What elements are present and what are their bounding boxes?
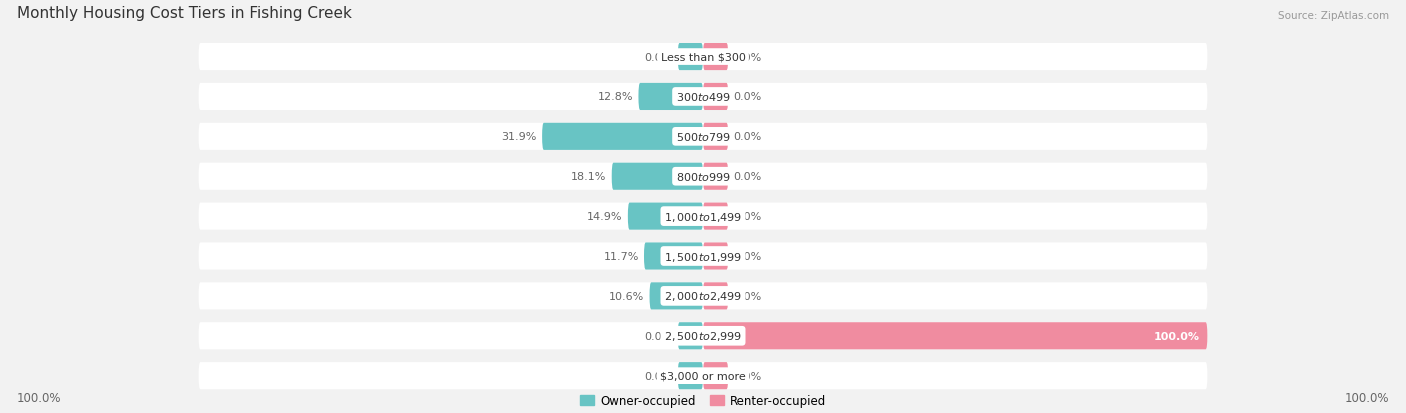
Text: 100.0%: 100.0% [1154, 331, 1199, 341]
Text: $2,000 to $2,499: $2,000 to $2,499 [664, 290, 742, 303]
Text: 12.8%: 12.8% [598, 92, 633, 102]
Text: 0.0%: 0.0% [644, 52, 672, 62]
Text: 18.1%: 18.1% [571, 172, 606, 182]
FancyBboxPatch shape [198, 282, 1208, 310]
Text: 0.0%: 0.0% [734, 132, 762, 142]
FancyBboxPatch shape [198, 123, 1208, 150]
Text: 0.0%: 0.0% [644, 371, 672, 381]
FancyBboxPatch shape [703, 323, 1208, 349]
FancyBboxPatch shape [198, 163, 1208, 190]
FancyBboxPatch shape [703, 84, 728, 111]
FancyBboxPatch shape [198, 84, 1208, 111]
Text: 0.0%: 0.0% [734, 92, 762, 102]
Text: 0.0%: 0.0% [734, 371, 762, 381]
FancyBboxPatch shape [198, 243, 1208, 270]
FancyBboxPatch shape [703, 163, 728, 190]
Text: Less than $300: Less than $300 [661, 52, 745, 62]
FancyBboxPatch shape [650, 282, 703, 310]
Text: $800 to $999: $800 to $999 [675, 171, 731, 183]
FancyBboxPatch shape [628, 203, 703, 230]
FancyBboxPatch shape [198, 44, 1208, 71]
Text: 0.0%: 0.0% [644, 331, 672, 341]
FancyBboxPatch shape [198, 323, 1208, 349]
Text: 14.9%: 14.9% [588, 211, 623, 222]
FancyBboxPatch shape [198, 362, 1208, 389]
Text: $1,500 to $1,999: $1,500 to $1,999 [664, 250, 742, 263]
Text: 0.0%: 0.0% [734, 252, 762, 261]
Text: 10.6%: 10.6% [609, 291, 644, 301]
Text: 11.7%: 11.7% [603, 252, 638, 261]
Text: Source: ZipAtlas.com: Source: ZipAtlas.com [1278, 11, 1389, 21]
FancyBboxPatch shape [638, 84, 703, 111]
FancyBboxPatch shape [543, 123, 703, 150]
Legend: Owner-occupied, Renter-occupied: Owner-occupied, Renter-occupied [579, 394, 827, 407]
FancyBboxPatch shape [703, 44, 728, 71]
Text: Monthly Housing Cost Tiers in Fishing Creek: Monthly Housing Cost Tiers in Fishing Cr… [17, 6, 352, 21]
FancyBboxPatch shape [703, 123, 728, 150]
FancyBboxPatch shape [644, 243, 703, 270]
Text: $3,000 or more: $3,000 or more [661, 371, 745, 381]
FancyBboxPatch shape [678, 44, 703, 71]
Text: $500 to $799: $500 to $799 [675, 131, 731, 143]
FancyBboxPatch shape [703, 362, 728, 389]
Text: 0.0%: 0.0% [734, 211, 762, 222]
Text: 31.9%: 31.9% [502, 132, 537, 142]
Text: $300 to $499: $300 to $499 [675, 91, 731, 103]
Text: 100.0%: 100.0% [17, 391, 62, 404]
FancyBboxPatch shape [198, 203, 1208, 230]
Text: 0.0%: 0.0% [734, 291, 762, 301]
FancyBboxPatch shape [678, 362, 703, 389]
Text: 100.0%: 100.0% [1344, 391, 1389, 404]
FancyBboxPatch shape [678, 323, 703, 349]
FancyBboxPatch shape [612, 163, 703, 190]
FancyBboxPatch shape [703, 243, 728, 270]
FancyBboxPatch shape [703, 282, 728, 310]
Text: $2,500 to $2,999: $2,500 to $2,999 [664, 330, 742, 342]
FancyBboxPatch shape [703, 203, 728, 230]
Text: 0.0%: 0.0% [734, 172, 762, 182]
Text: $1,000 to $1,499: $1,000 to $1,499 [664, 210, 742, 223]
Text: 0.0%: 0.0% [734, 52, 762, 62]
